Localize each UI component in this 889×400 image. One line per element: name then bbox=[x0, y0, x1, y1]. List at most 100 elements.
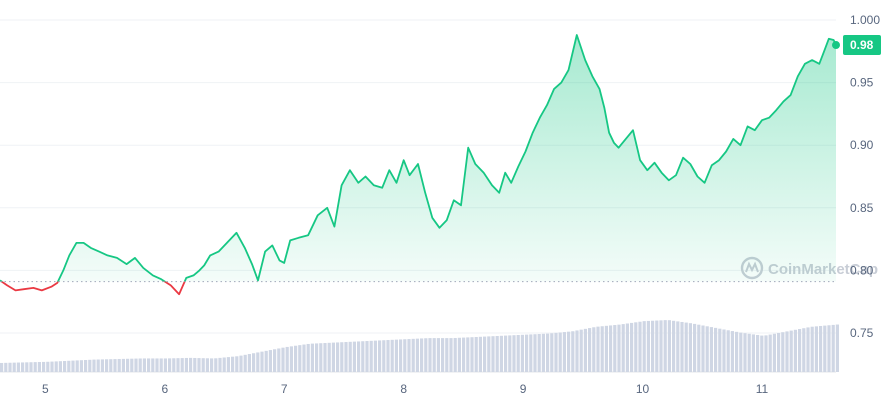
volume-bar bbox=[226, 357, 230, 372]
y-tick-label: 0.90 bbox=[850, 138, 874, 152]
volume-bar bbox=[571, 331, 575, 372]
volume-bar bbox=[336, 342, 340, 372]
volume-bar bbox=[495, 335, 499, 372]
volume-bar bbox=[562, 332, 566, 372]
volume-bar bbox=[655, 320, 659, 372]
volume-bar bbox=[411, 338, 415, 372]
volume-bar bbox=[693, 323, 697, 372]
volume-bar bbox=[268, 350, 272, 372]
volume-bar bbox=[67, 360, 71, 372]
volume-bar bbox=[37, 362, 41, 372]
volume-bar bbox=[768, 334, 772, 372]
volume-bar bbox=[247, 354, 251, 372]
volume-bar bbox=[541, 333, 545, 372]
volume-bar bbox=[445, 338, 449, 372]
volume-bar bbox=[441, 338, 445, 372]
volume-bar bbox=[621, 324, 625, 372]
volume-bar bbox=[764, 335, 768, 372]
volume-bar bbox=[222, 357, 226, 372]
volume-bar bbox=[399, 339, 403, 372]
volume-bar bbox=[651, 320, 655, 372]
volume-bar bbox=[772, 333, 776, 372]
volume-bar bbox=[58, 361, 62, 372]
volume-bar bbox=[214, 358, 218, 372]
volume-bar bbox=[25, 362, 29, 372]
volume-bar bbox=[604, 325, 608, 372]
volume-bar bbox=[470, 337, 474, 372]
volume-bar bbox=[239, 355, 243, 372]
volume-bar bbox=[147, 358, 151, 372]
volume-bar bbox=[373, 340, 377, 372]
y-tick-label: 0.75 bbox=[850, 326, 874, 340]
volume-bar bbox=[151, 358, 155, 372]
last-price-label: 0.98 bbox=[850, 38, 874, 52]
volume-bar bbox=[54, 361, 58, 372]
volume-bar bbox=[357, 341, 361, 372]
volume-bar bbox=[453, 337, 457, 372]
volume-bar bbox=[512, 335, 516, 372]
volume-bar bbox=[684, 322, 688, 372]
volume-bar bbox=[386, 340, 390, 372]
volume-bar bbox=[428, 338, 432, 372]
volume-bar bbox=[504, 335, 508, 372]
volume-bar bbox=[407, 339, 411, 372]
volume-bar bbox=[478, 336, 482, 372]
volume-bar bbox=[760, 335, 764, 372]
volume-bar bbox=[100, 359, 104, 372]
volume-bar bbox=[105, 359, 109, 372]
volume-bar bbox=[726, 330, 730, 372]
volume-bar bbox=[231, 356, 235, 372]
volume-bar bbox=[680, 321, 684, 372]
volume-bar bbox=[730, 331, 734, 372]
volume-bar bbox=[600, 326, 604, 372]
volume-bar bbox=[327, 342, 331, 372]
volume-bar bbox=[390, 339, 394, 372]
volume-bar bbox=[777, 332, 781, 372]
volume-bar bbox=[546, 333, 550, 372]
volume-bar bbox=[344, 342, 348, 372]
volume-bar bbox=[289, 346, 293, 372]
y-tick-label: 0.80 bbox=[850, 263, 874, 277]
volume-bar bbox=[218, 357, 222, 372]
volume-bar bbox=[688, 323, 692, 372]
volume-bar bbox=[558, 332, 562, 372]
volume-bar bbox=[785, 331, 789, 372]
volume-bar bbox=[71, 360, 75, 372]
x-tick-label: 6 bbox=[161, 382, 168, 396]
volume-bar bbox=[457, 337, 461, 372]
volume-bar bbox=[378, 340, 382, 372]
volume-bar bbox=[75, 360, 79, 372]
volume-bar bbox=[126, 358, 130, 372]
volume-bar bbox=[281, 347, 285, 372]
volume-bar bbox=[21, 362, 25, 372]
volume-bar bbox=[420, 338, 424, 372]
volume-bar bbox=[806, 327, 810, 372]
volume-bar bbox=[210, 358, 214, 372]
volume-bar bbox=[697, 324, 701, 372]
x-axis: 5 6 7 8 9 10 11 bbox=[42, 382, 768, 396]
volume-bar bbox=[109, 359, 113, 372]
volume-bar bbox=[701, 325, 705, 372]
volume-bar bbox=[802, 328, 806, 372]
volume-bar bbox=[159, 358, 163, 372]
volume-bar bbox=[0, 362, 4, 372]
volume-bar bbox=[285, 346, 289, 372]
volume-bar bbox=[634, 322, 638, 372]
volume-bars bbox=[0, 320, 839, 372]
volume-bar bbox=[264, 350, 268, 372]
volume-bar bbox=[462, 337, 466, 372]
volume-bar bbox=[415, 338, 419, 372]
volume-bar bbox=[197, 358, 201, 372]
volume-bar bbox=[8, 362, 12, 372]
volume-bar bbox=[646, 320, 650, 372]
volume-bar bbox=[743, 333, 747, 372]
volume-bar bbox=[235, 356, 239, 372]
volume-bar bbox=[42, 361, 46, 372]
price-area-fill bbox=[0, 35, 836, 282]
volume-bar bbox=[319, 343, 323, 372]
volume-bar bbox=[273, 349, 277, 372]
volume-bar bbox=[659, 320, 663, 372]
volume-bar bbox=[394, 339, 398, 372]
volume-bar bbox=[567, 331, 571, 372]
